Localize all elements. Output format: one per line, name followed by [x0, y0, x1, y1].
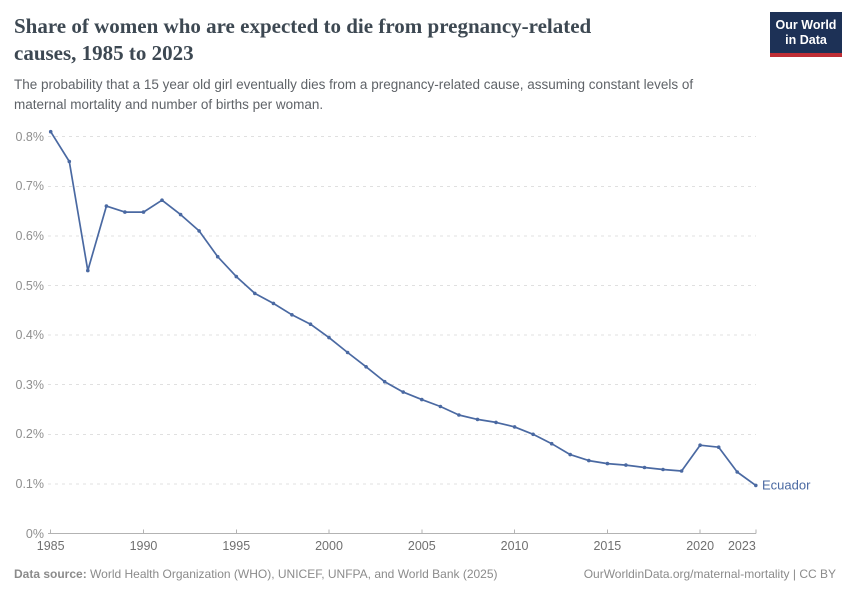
y-axis-label-0.6%: 0.6%: [15, 228, 45, 243]
data-point-1993[interactable]: [197, 229, 201, 233]
series-entity-label[interactable]: Ecuador: [762, 477, 811, 493]
data-point-2000[interactable]: [327, 335, 331, 340]
data-point-2018[interactable]: [661, 467, 665, 472]
x-axis-label-2000: 2000: [315, 539, 343, 553]
data-point-1997[interactable]: [271, 301, 276, 306]
x-axis-label-2010: 2010: [500, 539, 529, 553]
data-point-1986[interactable]: [67, 159, 72, 164]
data-point-2023[interactable]: [754, 483, 758, 488]
data-point-2016[interactable]: [624, 463, 628, 467]
y-axis-label-0.7%: 0.7%: [15, 179, 45, 194]
data-point-2006[interactable]: [438, 404, 443, 409]
data-point-1990[interactable]: [141, 210, 146, 214]
data-point-1988[interactable]: [104, 204, 109, 208]
data-point-1991[interactable]: [160, 198, 164, 202]
data-point-1987[interactable]: [86, 268, 90, 273]
data-point-2007[interactable]: [457, 413, 461, 417]
data-point-2004[interactable]: [401, 390, 406, 394]
x-axis-label-2020: 2020: [686, 539, 715, 553]
data-point-2015[interactable]: [605, 461, 610, 466]
data-point-2014[interactable]: [587, 458, 591, 463]
data-source-note: Data source: World Health Organization (…: [14, 567, 498, 581]
data-point-2010[interactable]: [512, 425, 517, 429]
chart-subtitle-line-2: maternal mortality and number of births …: [14, 96, 324, 112]
x-axis-label-2023: 2023: [727, 539, 756, 553]
owid-logo[interactable]: Our World in Data: [770, 12, 842, 57]
chart-subtitle: The probability that a 15 year old girl …: [14, 75, 693, 114]
y-axis-label-0.8%: 0.8%: [15, 129, 45, 144]
page-title-line-1: Share of women who are expected to die f…: [14, 14, 592, 38]
data-source-label: Data source:: [14, 567, 87, 581]
data-point-2012[interactable]: [549, 441, 554, 446]
page-title-line-2: causes, 1985 to 2023: [14, 41, 194, 65]
y-axis-label-0.2%: 0.2%: [15, 427, 45, 442]
x-axis-label-1985: 1985: [36, 539, 65, 553]
chart-footer: Data source: World Health Organization (…: [14, 567, 836, 581]
chart-subtitle-line-1: The probability that a 15 year old girl …: [14, 77, 694, 92]
data-point-1994[interactable]: [215, 254, 220, 259]
x-axis-label-1990: 1990: [129, 539, 158, 553]
data-point-1996[interactable]: [253, 291, 257, 296]
data-point-1999[interactable]: [308, 322, 313, 327]
data-point-2009[interactable]: [494, 420, 498, 425]
x-axis-label-2015: 2015: [593, 539, 622, 553]
y-axis-label-0.4%: 0.4%: [15, 328, 45, 343]
data-point-2002[interactable]: [364, 365, 368, 369]
data-point-1998[interactable]: [290, 313, 294, 317]
owid-logo-line-2: in Data: [785, 32, 827, 47]
data-point-2017[interactable]: [642, 465, 647, 470]
data-point-2011[interactable]: [531, 432, 535, 437]
y-axis-label-0%: 0%: [25, 526, 44, 541]
y-axis-label-0.5%: 0.5%: [15, 278, 45, 293]
owid-url-license-link[interactable]: OurWorldinData.org/maternal-mortality | …: [583, 567, 836, 581]
data-point-2019[interactable]: [679, 469, 684, 473]
data-point-2003[interactable]: [382, 379, 387, 384]
data-point-2020[interactable]: [698, 443, 702, 448]
data-source-text: World Health Organization (WHO), UNICEF,…: [90, 567, 498, 581]
data-point-2021[interactable]: [716, 445, 721, 450]
data-point-1995[interactable]: [234, 274, 239, 279]
y-axis-label-0.3%: 0.3%: [15, 377, 45, 392]
y-axis-label-0.1%: 0.1%: [15, 476, 45, 491]
data-point-2008[interactable]: [475, 417, 480, 422]
x-axis-label-2005: 2005: [407, 539, 436, 553]
data-point-2005[interactable]: [420, 397, 424, 402]
page-title: Share of women who are expected to die f…: [14, 13, 591, 67]
data-point-1985[interactable]: [48, 129, 53, 134]
owid-logo-line-1: Our World: [775, 17, 837, 32]
data-point-2001[interactable]: [345, 350, 350, 355]
ecuador-line[interactable]: [49, 130, 757, 487]
data-point-1989[interactable]: [123, 210, 127, 214]
x-axis-label-1995: 1995: [222, 539, 251, 553]
data-point-1992[interactable]: [178, 212, 183, 217]
data-point-2022[interactable]: [735, 470, 739, 474]
data-point-2013[interactable]: [568, 452, 572, 457]
